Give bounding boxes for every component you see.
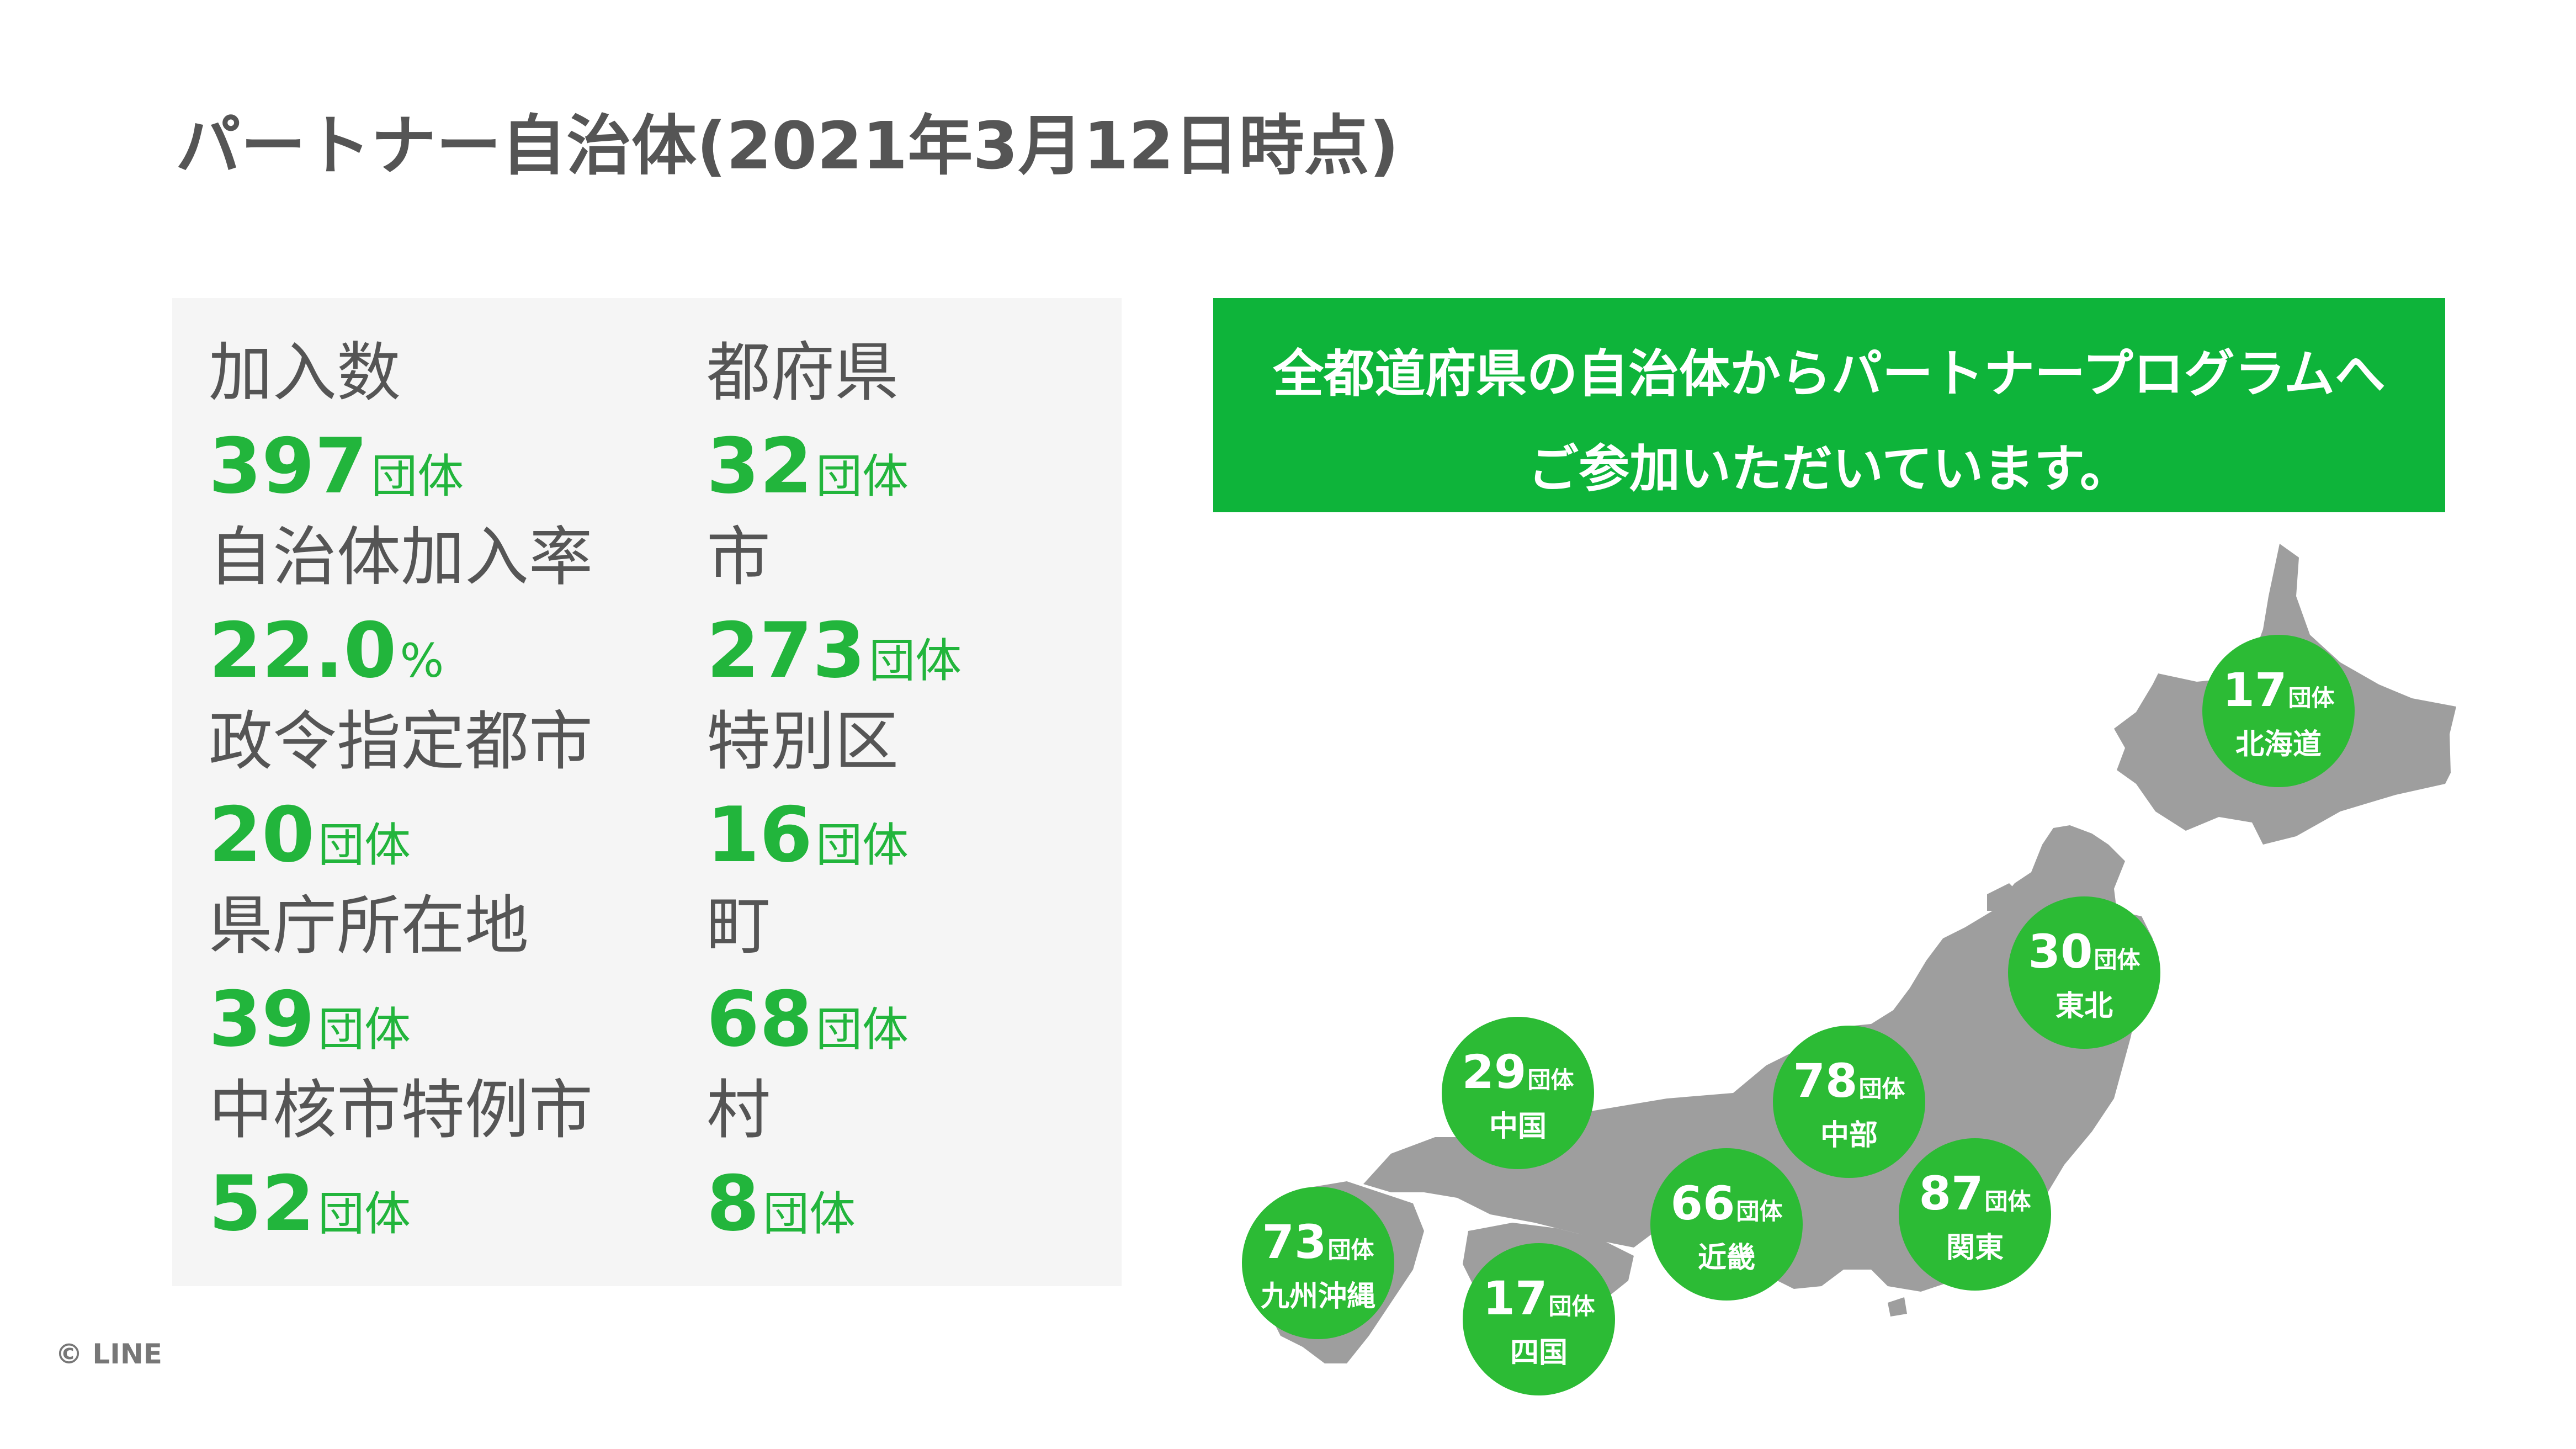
region-unit: 団体 [2094, 946, 2141, 973]
stat-label-members: 加入数 [209, 336, 401, 410]
stat-label-prefectural-capitals: 県庁所在地 [209, 889, 529, 963]
region-badge-tohoku: 30団体 東北 [2008, 896, 2160, 1049]
stat-value-towns: 68団体 [707, 981, 909, 1058]
stat-value-prefectural-capitals: 39団体 [209, 981, 411, 1058]
region-value: 17団体 [1463, 1275, 1615, 1321]
region-badge-kinki: 66団体 近畿 [1650, 1148, 1803, 1301]
stat-value-cities: 273団体 [707, 613, 962, 689]
region-name: 中部 [1820, 1119, 1878, 1152]
stat-number: 22.0 [209, 606, 397, 695]
stat-number: 16 [707, 790, 813, 879]
stat-value-prefectures: 32団体 [707, 428, 909, 505]
region-badge-shikoku: 17団体 四国 [1463, 1243, 1615, 1395]
region-number: 78 [1793, 1054, 1858, 1108]
stat-value-join-rate: 22.0% [209, 613, 444, 689]
region-badge-chubu: 78団体 中部 [1773, 1026, 1925, 1178]
stat-label-cities: 市 [707, 520, 771, 595]
stat-number: 8 [707, 1159, 760, 1248]
stat-number: 68 [707, 975, 813, 1064]
region-value: 17団体 [2202, 667, 2355, 713]
stat-label-villages: 村 [707, 1073, 771, 1148]
page-title: パートナー自治体(2021年3月12日時点) [176, 108, 1399, 184]
region-name: 四国 [1510, 1336, 1568, 1370]
region-name: 東北 [2055, 990, 2113, 1023]
region-number: 73 [1262, 1215, 1327, 1269]
stat-label-core-cities: 中核市特例市 [209, 1073, 593, 1148]
region-unit: 団体 [2288, 684, 2335, 712]
stat-label-towns: 町 [707, 889, 771, 963]
stat-label-join-rate: 自治体加入率 [209, 520, 593, 595]
stat-number: 20 [209, 790, 315, 879]
region-name: 関東 [1946, 1232, 2004, 1265]
region-value: 30団体 [2008, 928, 2160, 975]
stat-unit: 団体 [816, 449, 909, 503]
region-unit: 団体 [1858, 1075, 1905, 1102]
participation-banner: 全都道府県の自治体からパートナープログラムへ ご参加いただいています。 [1213, 298, 2445, 512]
stat-label-special-wards: 特別区 [707, 704, 899, 779]
stat-unit: 団体 [869, 634, 962, 688]
stat-unit: 団体 [318, 818, 411, 872]
stat-unit: 団体 [816, 818, 909, 872]
stat-label-prefectures: 都府県 [707, 336, 899, 410]
island-shape [1888, 1297, 1907, 1317]
stat-value-members: 397団体 [209, 428, 464, 505]
stat-value-special-wards: 16団体 [707, 797, 909, 873]
region-number: 30 [2028, 925, 2093, 979]
region-name: 北海道 [2235, 728, 2322, 761]
stat-number: 273 [707, 606, 866, 695]
region-number: 87 [1919, 1166, 1984, 1220]
region-unit: 団体 [1527, 1066, 1574, 1094]
stat-unit: 団体 [763, 1187, 856, 1241]
stat-unit: % [400, 634, 444, 688]
region-name: 九州沖縄 [1260, 1280, 1375, 1313]
region-number: 66 [1670, 1176, 1735, 1230]
region-name: 中国 [1489, 1110, 1547, 1143]
sado-island-shape [1987, 883, 2020, 911]
region-unit: 団体 [1736, 1198, 1783, 1225]
region-number: 17 [1483, 1271, 1548, 1325]
copyright-footer: © LINE [55, 1338, 162, 1370]
region-badge-kyushu-okinawa: 73団体 九州沖縄 [1242, 1187, 1394, 1339]
stat-value-core-cities: 52団体 [209, 1166, 411, 1242]
stat-unit: 団体 [318, 1002, 411, 1057]
region-value: 73団体 [1242, 1219, 1394, 1265]
region-badge-kanto: 87団体 関東 [1899, 1138, 2051, 1291]
region-number: 29 [1462, 1045, 1527, 1099]
stat-number: 39 [209, 975, 315, 1064]
stat-number: 52 [209, 1159, 315, 1248]
region-value: 87団体 [1899, 1170, 2051, 1217]
stat-value-villages: 8団体 [707, 1166, 856, 1242]
stat-unit: 団体 [816, 1002, 909, 1057]
stat-unit: 団体 [318, 1187, 411, 1241]
stat-number: 32 [707, 422, 813, 511]
region-unit: 団体 [1984, 1188, 2031, 1215]
region-value: 66団体 [1650, 1180, 1803, 1227]
banner-line-2: ご参加いただいています。 [1527, 439, 2131, 498]
region-name: 近畿 [1697, 1241, 1755, 1275]
region-badge-chugoku: 29団体 中国 [1442, 1017, 1594, 1169]
region-unit: 団体 [1548, 1293, 1595, 1320]
banner-line-1: 全都道府県の自治体からパートナープログラムへ [1273, 344, 2386, 404]
stats-panel: 加入数 397団体 自治体加入率 22.0% 政令指定都市 20団体 県庁所在地… [172, 298, 1122, 1286]
stat-value-designated-cities: 20団体 [209, 797, 411, 873]
region-value: 29団体 [1442, 1049, 1594, 1095]
region-unit: 団体 [1327, 1236, 1374, 1264]
region-number: 17 [2222, 663, 2287, 717]
region-value: 78団体 [1773, 1058, 1925, 1104]
stat-number: 397 [209, 422, 368, 511]
region-badge-hokkaido: 17団体 北海道 [2202, 635, 2355, 787]
stat-unit: 団体 [371, 449, 464, 503]
stat-label-designated-cities: 政令指定都市 [209, 704, 593, 779]
